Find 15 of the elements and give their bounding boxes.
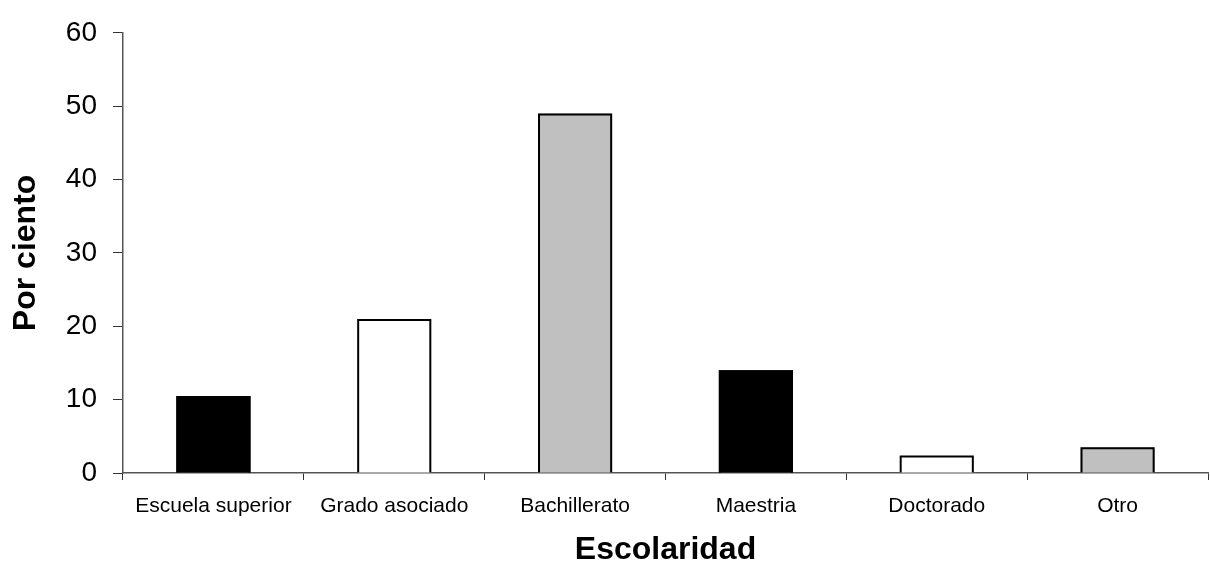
y-axis-title: Por ciento — [6, 174, 43, 332]
y-tick-label: 50 — [65, 88, 97, 120]
x-axis-title: Escolaridad — [574, 529, 757, 566]
y-tick-label: 10 — [65, 382, 97, 414]
x-tick-label: Doctorado — [888, 493, 986, 517]
x-tick-label: Grado asociado — [320, 493, 469, 517]
y-tick-label: 40 — [65, 162, 97, 194]
y-tick-label: 30 — [65, 235, 97, 267]
x-tick-label: Escuela superior — [135, 493, 292, 517]
x-tick-label: Maestria — [715, 493, 797, 517]
y-tick-label: 20 — [65, 308, 97, 340]
y-tick-label: 0 — [81, 455, 97, 487]
y-tick-label: 60 — [65, 15, 97, 47]
x-tick-label: Otro — [1097, 493, 1139, 517]
x-tick-label: Bachillerato — [520, 493, 630, 517]
